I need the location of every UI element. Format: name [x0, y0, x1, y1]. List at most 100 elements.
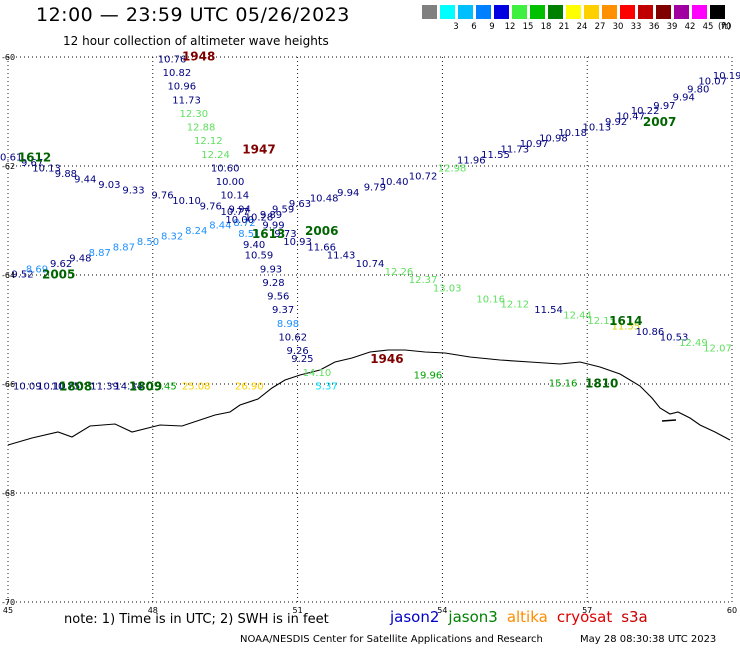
- wave-height-value: 11.73: [172, 95, 201, 106]
- time-label: 1612: [18, 151, 51, 165]
- wave-height-value: 8.50: [137, 237, 159, 248]
- wave-height-value: 9.03: [98, 180, 120, 191]
- wave-height-value: 9.67: [21, 158, 43, 169]
- legend-label: 3: [453, 22, 459, 32]
- wave-height-value: 10.98: [539, 133, 568, 144]
- wave-height-value: 8.98: [277, 319, 299, 330]
- lon-tick-label: 51: [293, 606, 303, 615]
- wave-height-value: 19.45: [148, 381, 177, 392]
- wave-height-value: 10.16: [476, 294, 505, 305]
- wave-height-value: 9.62: [50, 259, 72, 270]
- track: 10.619.6710.139.889.449.039.339.7610.109…: [0, 151, 732, 355]
- wave-height-value: 11.54: [534, 305, 563, 316]
- wave-height-value: 10.97: [520, 139, 549, 150]
- wave-height-value: 9.97: [653, 101, 675, 112]
- legend-label: 30: [612, 22, 624, 32]
- wave-height-value: 8.44: [209, 221, 231, 232]
- wave-height-value: 8.32: [161, 232, 183, 243]
- wave-height-value: 10.09: [13, 381, 42, 392]
- time-label: 1614: [609, 314, 642, 328]
- time-label: 1946: [370, 352, 403, 366]
- wave-height-value: 12.44: [563, 311, 592, 322]
- wave-height-value: 10.14: [221, 191, 250, 202]
- legend-label: 9: [489, 22, 495, 32]
- map-subtitle: 12 hour collection of altimeter wave hei…: [63, 34, 329, 48]
- wave-height-value: 12.24: [201, 150, 230, 161]
- legend-swatch: [512, 5, 527, 19]
- wave-height-value: 12.98: [438, 163, 467, 174]
- wave-height-value: 9.56: [267, 292, 289, 303]
- wave-height-value: 10.59: [245, 251, 274, 262]
- wave-height-value: 13.03: [433, 283, 462, 294]
- time-label: 1810: [585, 377, 618, 391]
- wave-height-value: 9.94: [229, 204, 251, 215]
- track: 10.76 10.82 10.96 11.73 12.30 12.88 12.12 12.24…: [158, 50, 404, 393]
- lat-tick-label: -64: [2, 271, 15, 280]
- legend-swatch: [638, 5, 653, 19]
- wave-height-value: 9.63: [289, 199, 311, 210]
- wave-height-value: 10.48: [310, 193, 339, 204]
- wave-height-value: 8.87: [89, 248, 111, 259]
- legend-label: 27: [594, 22, 606, 32]
- satellite-name: cryosat: [556, 608, 613, 626]
- credit-date: May 28 08:30:38 UTC 2023: [580, 634, 717, 645]
- satellite-name: altika: [506, 608, 548, 626]
- legend-label: 33: [630, 22, 642, 32]
- lon-tick-label: 60: [727, 606, 737, 615]
- wave-height-value: 9.26: [286, 346, 308, 357]
- wave-height-value: 5.37: [315, 381, 337, 392]
- wave-height-value: 10.10: [37, 381, 66, 392]
- lon-tick-label: 45: [3, 606, 13, 615]
- wave-height-value: 10.28: [245, 213, 274, 224]
- wave-height-value: 9.92: [605, 117, 627, 128]
- wave-height-value: 10.86: [636, 327, 665, 338]
- wave-height-value: 9.25: [291, 354, 313, 365]
- wave-height-value: 10.13: [32, 163, 61, 174]
- wave-height-value: 9.79: [364, 183, 386, 194]
- legend-label: 36: [648, 22, 660, 32]
- legend-swatch: [458, 5, 473, 19]
- wave-height-value: 8.69: [26, 264, 48, 275]
- wave-height-value: 10.96: [167, 82, 196, 93]
- wave-height-value: 9.76: [151, 191, 173, 202]
- map-title: 12:00 — 23:59 UTC 05/26/2023: [36, 4, 350, 26]
- wave-height-value: 10.40: [380, 177, 409, 188]
- wave-height-value: 12.30: [180, 109, 209, 120]
- wave-height-value: 8.24: [185, 226, 207, 237]
- wave-height-value: 9.89: [260, 210, 282, 221]
- wave-height-value: 9.73: [274, 229, 296, 240]
- legend-label: 6: [471, 22, 477, 32]
- satellite-name: jason3: [448, 608, 498, 626]
- lat-tick-label: -70: [2, 598, 15, 607]
- wave-height-value: 10.76: [158, 54, 187, 65]
- wave-height-value: 12.07: [703, 343, 732, 354]
- wave-height-value: 25.08: [182, 381, 211, 392]
- wave-height-value: 10.19: [713, 71, 740, 82]
- legend-swatch: [692, 5, 707, 19]
- legend-swatch: [710, 5, 725, 19]
- wave-height-value: 9.52: [11, 270, 33, 281]
- wave-height-value: 11.39: [90, 381, 119, 392]
- wave-height-value: 9.80: [687, 84, 709, 95]
- wave-height-value: 12.12: [194, 136, 223, 147]
- wave-height-value: 8.87: [113, 242, 135, 253]
- wave-height-value: 10.77: [221, 207, 250, 218]
- wave-height-value: 9.40: [243, 240, 265, 251]
- lat-tick-label: -62: [2, 162, 15, 171]
- wave-height-value: 9.33: [122, 185, 144, 196]
- wave-height-value: 10.13: [583, 123, 612, 134]
- wave-height-value: 10.74: [356, 259, 385, 270]
- legend-label: 24: [576, 22, 588, 32]
- legend-swatch: [656, 5, 671, 19]
- time-label: 1948: [182, 50, 215, 64]
- axis-labels: 45 48 51 54 57 60 -60 -62 -64 -66 -68 -70: [2, 53, 737, 615]
- wave-height-value: 10.93: [283, 237, 312, 248]
- legend-swatch: [422, 5, 437, 19]
- lat-tick-label: -68: [2, 489, 15, 498]
- wave-height-value: 10.07: [698, 76, 727, 87]
- wave-height-value: 10.82: [163, 68, 192, 79]
- wave-height-value: 10.53: [660, 332, 689, 343]
- satellite-legend: jason2 jason3 altika cryosat s3a: [390, 608, 657, 626]
- wave-height-value: 19.96: [414, 371, 443, 382]
